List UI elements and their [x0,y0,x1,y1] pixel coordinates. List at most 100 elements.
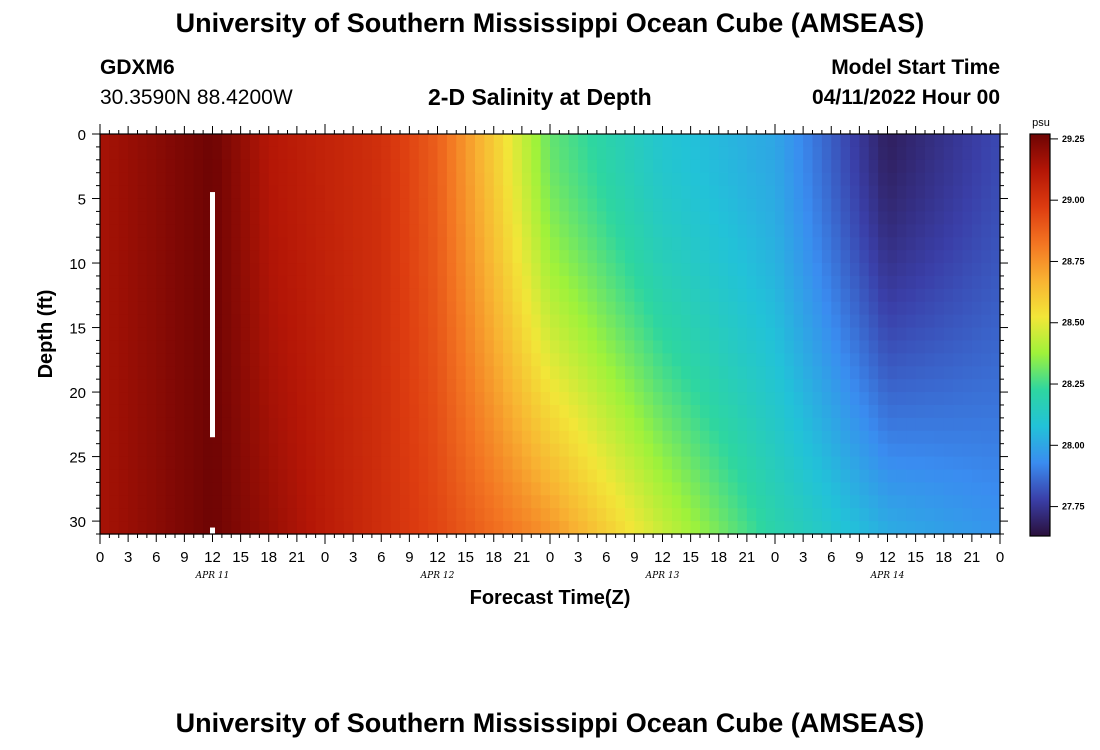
heatmap-cell [803,237,814,251]
heatmap-cell [775,314,785,329]
heatmap-cell [596,198,607,213]
heatmap-cell [240,392,251,406]
heatmap-cell [409,521,420,535]
heatmap-cell [765,275,776,290]
heatmap-cell [278,456,289,471]
heatmap-cell [343,469,354,483]
heatmap-cell [868,469,879,483]
heatmap-cell [700,224,710,238]
heatmap-cell [981,172,992,187]
heatmap-cell [934,237,945,251]
heatmap-cell [381,482,392,496]
heatmap-cell [690,379,701,393]
heatmap-cell [934,404,945,419]
heatmap-cell [493,456,504,471]
heatmap-cell [850,146,860,161]
heatmap-cell [953,521,964,535]
heatmap-cell [334,159,345,174]
heatmap-cell [887,404,898,419]
heatmap-cell [850,392,860,406]
heatmap-cell [475,250,485,264]
heatmap-cell [409,379,420,393]
heatmap-cell [231,456,242,471]
heatmap-cell [212,314,223,329]
heatmap-cell [906,508,917,522]
heatmap-cell [446,237,457,251]
heatmap-cell [100,366,110,380]
heatmap-cell [390,263,401,277]
heatmap-cell [775,495,785,509]
heatmap-cell [578,275,589,290]
heatmap-cell [540,327,551,342]
heatmap-cell [568,327,579,342]
heatmap-cell [756,430,767,445]
heatmap-cell [278,495,289,509]
heatmap-cell [221,301,232,316]
heatmap-cell [850,224,860,238]
heatmap-cell [203,404,214,419]
heatmap-cell [400,366,410,380]
heatmap-cell [175,250,185,264]
heatmap-cell [259,417,270,432]
x-tick-label: 12 [204,549,221,566]
heatmap-cell [625,340,635,354]
heatmap-cell [456,263,467,277]
heatmap-cell [821,443,832,458]
heatmap-cell [953,495,964,509]
heatmap-cell [109,469,120,483]
heatmap-cell [268,392,279,406]
heatmap-cell [512,340,523,354]
heatmap-cell [859,172,870,187]
heatmap-cell [100,172,110,187]
heatmap-cell [615,495,626,509]
heatmap-cell [287,172,298,187]
heatmap-cell [925,237,935,251]
heatmap-cell [559,159,570,174]
heatmap-cell [287,366,298,380]
heatmap-cell [484,404,495,419]
heatmap-cell [775,404,785,419]
heatmap-cell [315,263,326,277]
heatmap-cell [615,237,626,251]
heatmap-cell [484,482,495,496]
heatmap-cell [681,508,692,522]
x-tick-label: 6 [377,549,385,566]
heatmap-cell [484,353,495,367]
heatmap-cell [634,456,645,471]
heatmap-cell [287,430,298,445]
heatmap-cell [775,237,785,251]
heatmap-cell [493,379,504,393]
heatmap-cell [803,159,814,174]
heatmap-cell [390,185,401,200]
heatmap-cell [221,250,232,264]
heatmap-cell [212,327,223,342]
heatmap-cell [203,172,214,187]
heatmap-cell [606,353,617,367]
heatmap-cell [990,392,1001,406]
heatmap-cell [175,185,185,200]
heatmap-cell [812,379,823,393]
heatmap-cell [325,275,335,290]
heatmap-cell [812,327,823,342]
heatmap-cell [334,263,345,277]
heatmap-cell [446,275,457,290]
heatmap-cell [343,134,354,148]
heatmap-cell [615,327,626,342]
heatmap-cell [606,185,617,200]
heatmap-cell [493,482,504,496]
heatmap-cell [296,224,307,238]
heatmap-cell [943,340,954,354]
heatmap-cell [746,211,757,225]
heatmap-cell [606,288,617,303]
heatmap-cell [775,224,785,238]
heatmap-cell [559,456,570,471]
heatmap-cell [203,314,214,329]
heatmap-cell [465,185,476,200]
heatmap-cell [240,469,251,483]
heatmap-cell [962,159,973,174]
heatmap-cell [775,301,785,316]
heatmap-cell [521,185,532,200]
heatmap-cell [896,482,907,496]
heatmap-cell [775,172,785,187]
heatmap-cell [315,211,326,225]
